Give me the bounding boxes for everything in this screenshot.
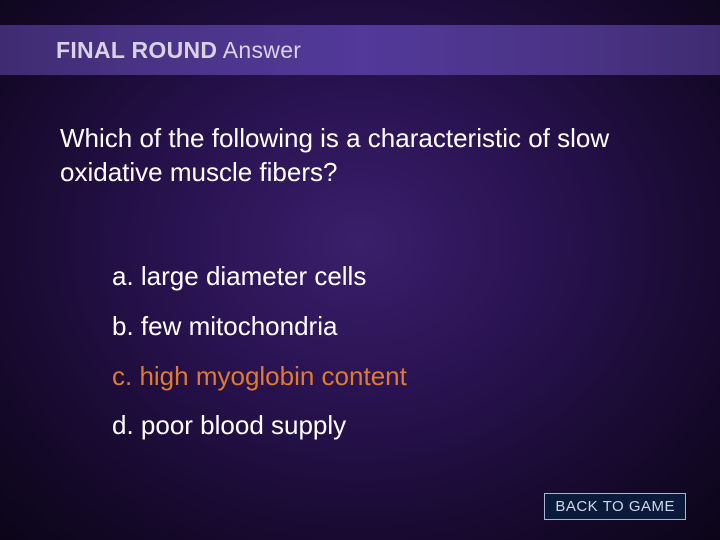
back-to-game-button[interactable]: BACK TO GAME <box>544 493 686 520</box>
answer-option-b[interactable]: b. few mitochondria <box>112 310 660 344</box>
answer-option-c[interactable]: c. high myoglobin content <box>112 360 660 394</box>
answer-option-d[interactable]: d. poor blood supply <box>112 409 660 443</box>
header-title-light: Answer <box>217 37 301 63</box>
header-bar: FINAL ROUND Answer <box>0 25 720 75</box>
answer-option-a[interactable]: a. large diameter cells <box>112 260 660 294</box>
question-text: Which of the following is a characterist… <box>60 122 660 190</box>
header-title: FINAL ROUND Answer <box>56 37 301 64</box>
answer-list: a. large diameter cells b. few mitochond… <box>112 260 660 459</box>
header-title-bold: FINAL ROUND <box>56 37 217 63</box>
